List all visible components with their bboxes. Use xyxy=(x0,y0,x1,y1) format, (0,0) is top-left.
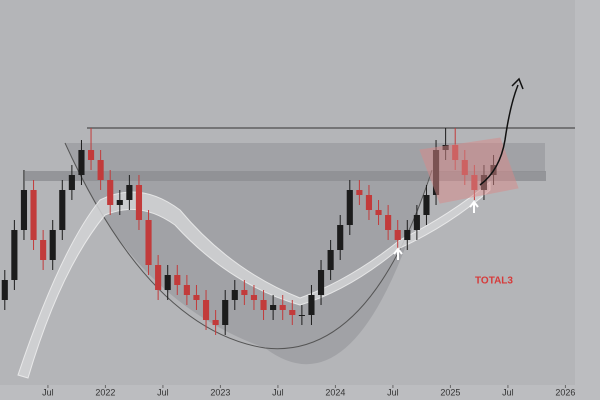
candle-body xyxy=(308,295,315,315)
candle-body xyxy=(97,160,104,180)
candle-body xyxy=(49,230,56,260)
candle-body xyxy=(346,190,353,225)
candle-body xyxy=(212,320,219,325)
candle-body xyxy=(135,185,143,220)
candle-body xyxy=(289,310,296,315)
time-scale xyxy=(0,385,600,400)
bounce-arrow xyxy=(393,247,403,260)
candle-body xyxy=(116,200,123,205)
bounce-arrow xyxy=(469,200,479,213)
candle-body xyxy=(20,190,28,230)
candle-body xyxy=(270,305,277,310)
candle-body xyxy=(250,295,258,300)
x-tick-label: 2025 xyxy=(440,387,460,397)
flag-box xyxy=(419,137,519,204)
x-tick-label: Jul xyxy=(42,387,54,397)
projection-arrow xyxy=(479,84,519,186)
x-tick-label: Jul xyxy=(387,387,399,397)
x-tick-label: Jul xyxy=(272,387,284,397)
candle-body xyxy=(155,265,162,290)
candle-body xyxy=(11,230,18,280)
price-scale xyxy=(575,0,600,385)
candle-body xyxy=(394,230,401,240)
candle-body xyxy=(40,240,47,260)
candle-body xyxy=(164,275,171,290)
candle-body xyxy=(241,290,248,295)
candle-body xyxy=(68,175,75,190)
x-tick-label: Jul xyxy=(157,387,169,397)
candle-body xyxy=(385,215,392,230)
candle-body xyxy=(107,180,114,205)
candle-body xyxy=(365,195,373,210)
candle-body xyxy=(183,285,190,295)
candle-body xyxy=(298,315,305,316)
candle-body xyxy=(193,295,200,300)
x-tick-label: 2024 xyxy=(325,387,345,397)
candle-body xyxy=(145,220,152,265)
candle-body xyxy=(174,275,181,285)
support-zone xyxy=(25,171,546,181)
candle-body xyxy=(87,150,95,160)
candle-body xyxy=(423,195,430,215)
symbol-label: TOTAL3 xyxy=(475,276,513,287)
candle-body xyxy=(59,190,66,230)
x-tick-label: 2022 xyxy=(95,387,115,397)
candle-body xyxy=(30,190,37,240)
candle-body xyxy=(1,280,8,300)
candle-body xyxy=(356,190,363,195)
candle-body xyxy=(404,230,411,240)
candle-body xyxy=(222,300,229,325)
x-tick-label: Jul xyxy=(502,387,514,397)
candle-body xyxy=(375,210,382,215)
candle-body xyxy=(279,305,286,310)
candle-body xyxy=(413,215,420,230)
candle-body xyxy=(78,150,85,175)
x-tick-label: 2023 xyxy=(210,387,230,397)
candle-body xyxy=(327,250,334,270)
cup-area xyxy=(65,143,545,365)
candle-body xyxy=(202,300,210,320)
candle-body xyxy=(317,270,325,295)
cup-curve xyxy=(64,142,433,350)
candle-body xyxy=(337,225,344,250)
candle-body xyxy=(231,290,238,300)
candle-body xyxy=(260,300,267,310)
x-tick-label: 2026 xyxy=(555,387,575,397)
candle-body xyxy=(126,185,133,200)
arrow-head xyxy=(511,77,524,90)
